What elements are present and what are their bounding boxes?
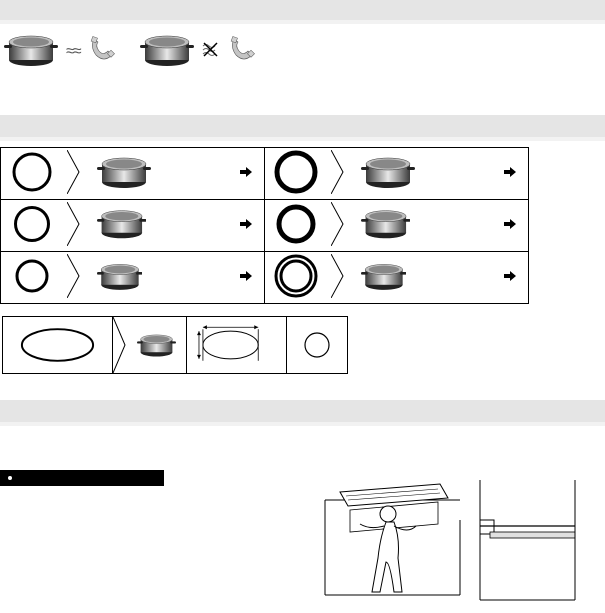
section-band-top	[0, 0, 605, 20]
arrow-icon	[240, 167, 252, 180]
pot-icon	[97, 154, 151, 193]
pot-icon	[140, 32, 194, 71]
pan-compatibility-row: ≈≈	[0, 24, 605, 83]
pot-icon	[97, 261, 143, 295]
ring-cell	[1, 148, 63, 200]
spacer	[0, 426, 605, 470]
oval-zone-cell	[3, 317, 113, 373]
pan-size-table	[0, 147, 529, 304]
chevron-cell	[63, 148, 85, 200]
pot-icon	[137, 330, 176, 360]
ring-cell	[265, 200, 327, 252]
chevron-cell	[63, 200, 85, 252]
small-ring-cell	[287, 317, 347, 373]
oval-dim-cell	[187, 317, 287, 373]
chevron-cell	[63, 252, 85, 304]
ring-cell	[1, 200, 63, 252]
pot-cell	[349, 252, 529, 304]
ring-cell	[1, 252, 63, 304]
magnet-icon	[88, 35, 118, 68]
pot-cell	[85, 148, 265, 200]
spacer	[0, 386, 605, 400]
magnet-icon	[228, 35, 258, 68]
ring-icon	[301, 329, 333, 361]
table-row	[1, 200, 529, 252]
arrow-icon	[240, 271, 252, 284]
pot-cell	[85, 200, 265, 252]
arrow-icon	[504, 271, 516, 284]
arrow-icon	[240, 219, 252, 232]
pot-icon	[361, 154, 415, 193]
oval-zone-icon	[13, 323, 102, 367]
ring-cell	[265, 252, 327, 304]
chevron-cell	[113, 317, 127, 373]
pot-cell	[349, 200, 529, 252]
chevron-cell	[327, 200, 349, 252]
oval-dimension-icon	[197, 323, 276, 367]
section-band-mid	[0, 115, 605, 137]
table-row	[1, 148, 529, 200]
pot-cell	[349, 148, 529, 200]
pot-cell	[127, 317, 187, 373]
bullet-icon	[8, 476, 12, 480]
chevron-cell	[327, 148, 349, 200]
nowave-cross-icon	[202, 41, 220, 62]
ring-cell	[265, 148, 327, 200]
table-row	[1, 252, 529, 304]
section-band-bottom	[0, 400, 605, 422]
pot-icon	[97, 207, 147, 243]
arrow-icon	[504, 167, 516, 180]
pot-icon	[361, 261, 407, 295]
pot-icon	[4, 32, 58, 71]
warning-box	[0, 470, 164, 486]
pot-cell	[85, 252, 265, 304]
arrow-icon	[504, 219, 516, 232]
spacer	[0, 83, 605, 115]
oval-zone-row	[2, 316, 348, 374]
chevron-cell	[327, 252, 349, 304]
installation-illustration	[320, 480, 600, 613]
wave-icon: ≈≈	[66, 43, 80, 61]
pot-icon	[361, 207, 411, 243]
